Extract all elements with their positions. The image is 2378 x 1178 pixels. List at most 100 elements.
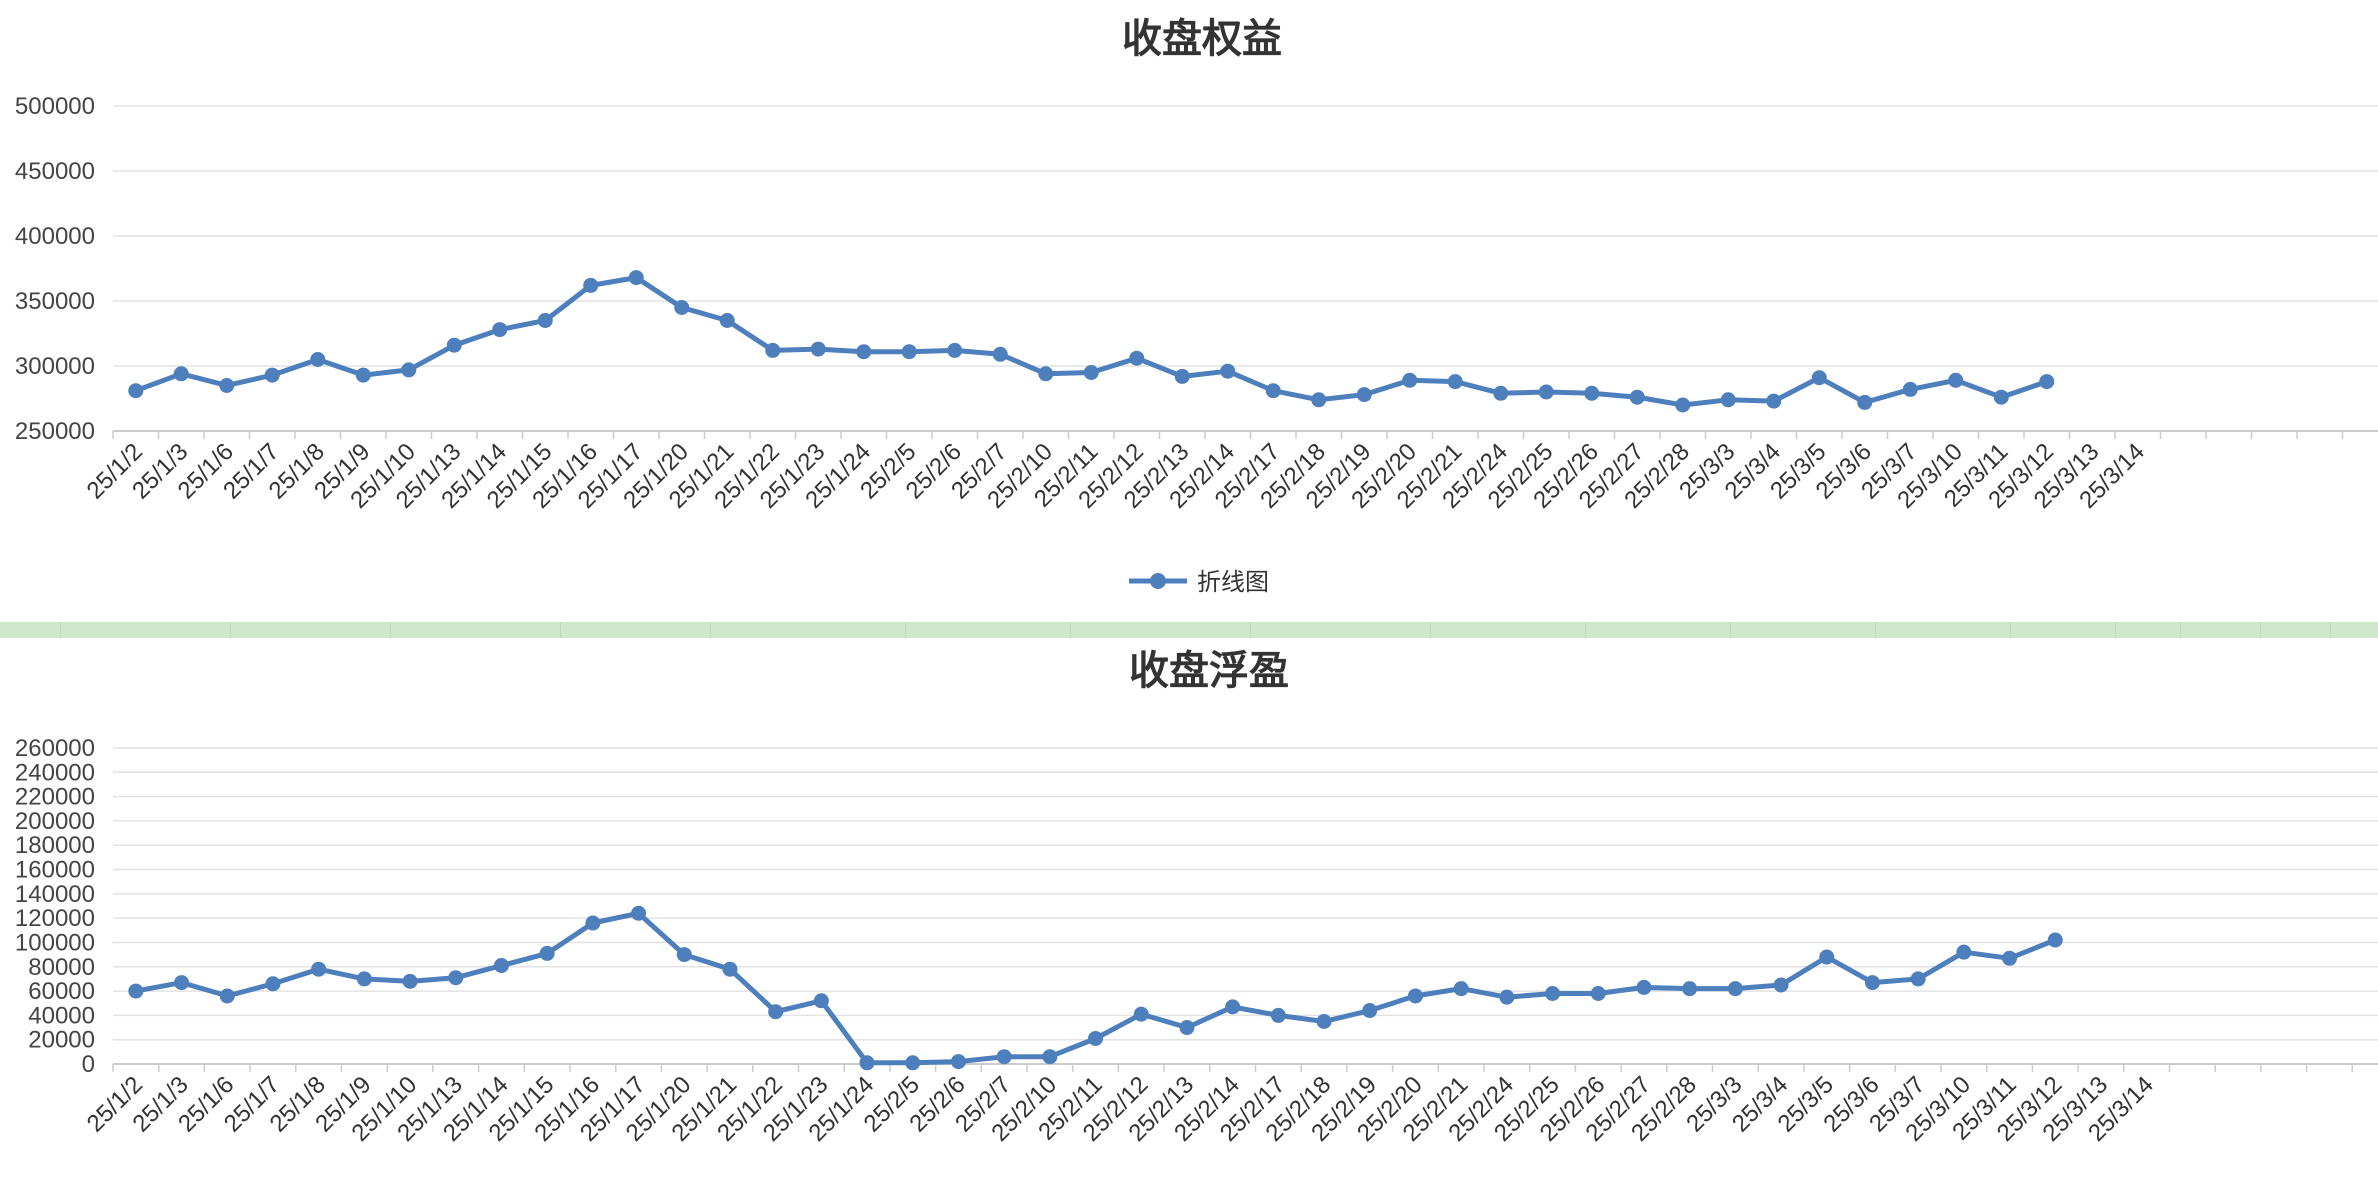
data-point (1910, 971, 1926, 987)
data-point (1265, 383, 1281, 399)
data-point (768, 1004, 784, 1020)
legend-marker-icon (1150, 573, 1166, 589)
splitter-tick (390, 622, 391, 638)
y-tick-label: 240000 (15, 759, 95, 786)
pane-splitter[interactable] (0, 622, 2378, 638)
splitter-tick (1250, 622, 1251, 638)
splitter-tick (1430, 622, 1431, 638)
data-point (1042, 1049, 1058, 1065)
data-point (128, 383, 144, 399)
y-tick-label: 250000 (15, 418, 95, 445)
data-point (722, 961, 738, 977)
data-point (1088, 1030, 1104, 1046)
data-point (1129, 350, 1145, 366)
data-point (1179, 1020, 1195, 1036)
equity-chart: 收盘权益 250000 300000 350000 400000 450000 500000… (15, 16, 2378, 596)
legend-label: 折线图 (1197, 568, 1269, 596)
data-point (1311, 392, 1327, 408)
data-point (1538, 384, 1554, 400)
y-tick-label: 450000 (15, 158, 95, 185)
data-point (265, 976, 281, 992)
data-point (1864, 975, 1880, 991)
y-tick-label: 180000 (15, 832, 95, 859)
series-line (133, 275, 2050, 408)
y-tick-label: 100000 (15, 929, 95, 956)
data-point (1402, 372, 1418, 388)
data-point (1636, 979, 1652, 995)
data-point (856, 344, 872, 360)
data-point (1584, 385, 1600, 401)
splitter-tick (2330, 622, 2331, 638)
splitter-tick (710, 622, 711, 638)
data-point (905, 1055, 921, 1071)
floating-profit-chart: 收盘浮盈 020000400006000080000100000120000140… (15, 648, 2378, 1147)
data-point (628, 270, 644, 286)
splitter-tick (2260, 622, 2261, 638)
splitter-tick (1875, 622, 1876, 638)
data-point (810, 341, 826, 357)
data-point (1682, 981, 1698, 997)
data-point (1270, 1007, 1286, 1023)
data-point (901, 344, 917, 360)
y-tick-label: 40000 (28, 1002, 95, 1029)
data-point (1453, 981, 1469, 997)
data-point (1902, 381, 1918, 397)
data-point (585, 915, 601, 931)
data-point (1225, 999, 1241, 1015)
splitter-tick (2010, 622, 2011, 638)
y-tick-label: 260000 (15, 735, 95, 762)
splitter-tick (60, 622, 61, 638)
splitter-tick (1585, 622, 1586, 638)
data-point (859, 1055, 875, 1071)
data-point (219, 378, 235, 393)
data-point (631, 905, 647, 921)
splitter-tick (905, 622, 906, 638)
data-point (1316, 1013, 1332, 1029)
data-point (174, 975, 190, 991)
data-point (583, 277, 599, 293)
data-point (493, 958, 509, 974)
data-point (264, 367, 280, 383)
splitter-tick (1730, 622, 1731, 638)
data-point (1133, 1006, 1149, 1022)
data-point (996, 1049, 1012, 1065)
data-point (674, 300, 690, 315)
y-tick-label: 80000 (28, 954, 95, 981)
data-point (401, 362, 417, 378)
chart-title: 收盘权益 (1122, 16, 1282, 62)
data-point (537, 313, 553, 328)
data-point (1948, 372, 1964, 388)
data-point (128, 983, 144, 999)
y-tick-label: 140000 (15, 881, 95, 908)
data-point (1819, 949, 1835, 965)
data-point (1811, 370, 1827, 386)
y-tick-label: 220000 (15, 784, 95, 811)
data-point (1447, 374, 1463, 390)
data-point (219, 988, 235, 1004)
data-point (950, 1054, 966, 1070)
y-tick-label: 500000 (15, 93, 95, 120)
data-point (2002, 950, 2018, 966)
data-point (446, 337, 462, 353)
splitter-tick (560, 622, 561, 638)
y-tick-label: 350000 (15, 288, 95, 315)
data-point (1773, 977, 1789, 993)
data-point (356, 971, 372, 987)
data-point (765, 342, 781, 358)
data-point (813, 993, 829, 1009)
y-tick-label: 20000 (28, 1027, 95, 1054)
data-point (1356, 387, 1372, 403)
data-point (355, 367, 371, 383)
data-point (1174, 368, 1190, 384)
data-point (992, 346, 1008, 362)
data-point (173, 366, 189, 382)
chart-title: 收盘浮盈 (1129, 648, 1289, 694)
data-point (1499, 989, 1515, 1005)
y-tick-label: 200000 (15, 808, 95, 835)
data-point (2047, 932, 2063, 948)
data-point (676, 947, 692, 963)
data-point (402, 973, 418, 989)
data-point (1545, 986, 1561, 1002)
data-point (1956, 944, 1972, 960)
data-point (1038, 366, 1054, 382)
